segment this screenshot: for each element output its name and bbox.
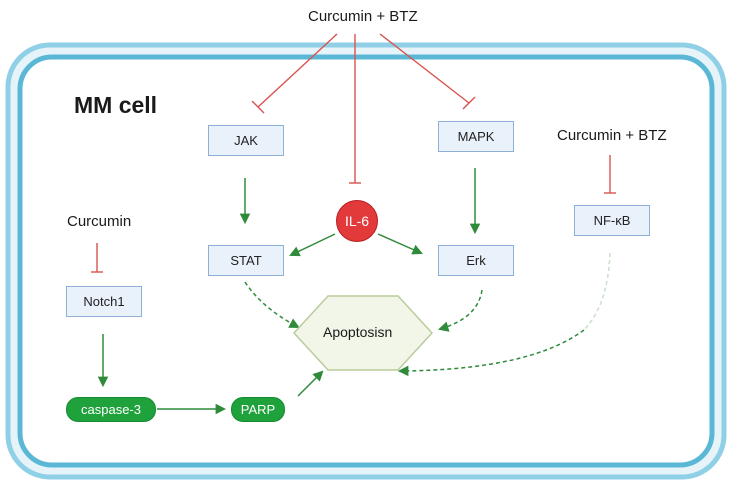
inhibition-to-nfkb xyxy=(604,155,616,194)
node-erk: Erk xyxy=(438,245,514,276)
dashed-arrow-stat-to-apoptosis xyxy=(244,281,300,328)
dashed-line-nfkb-faded xyxy=(583,252,611,331)
cell-membrane-inner xyxy=(17,54,715,468)
node-stat: STAT xyxy=(208,245,284,276)
arrow-il6-to-stat xyxy=(289,233,336,257)
treatment-label-right: Curcumin + BTZ xyxy=(557,127,667,144)
node-mapk: MAPK xyxy=(438,121,514,152)
arrow-parp-to-apoptosis xyxy=(297,370,324,397)
node-il6: IL-6 xyxy=(336,200,378,242)
cell-label: MM cell xyxy=(74,92,158,118)
apoptosis-hexagon xyxy=(292,295,434,371)
node-nfkb: NF-κB xyxy=(574,205,650,236)
inhibition-top-to-jak xyxy=(251,33,338,114)
arrow-il6-to-erk xyxy=(377,233,423,255)
inhibition-top-to-il6 xyxy=(349,34,361,184)
treatment-label-top: Curcumin + BTZ xyxy=(308,8,418,25)
node-jak: JAK xyxy=(208,125,284,156)
node-apoptosis-label: Apoptosisn xyxy=(323,324,393,340)
treatment-label-left: Curcumin xyxy=(67,213,132,230)
dashed-arrow-nfkb-to-apoptosis xyxy=(397,329,585,377)
node-notch1: Notch1 xyxy=(66,286,142,317)
node-caspase3: caspase-3 xyxy=(66,397,156,422)
inhibition-top-to-mapk xyxy=(379,33,476,110)
inhibition-to-notch1 xyxy=(91,243,103,273)
node-parp: PARP xyxy=(231,397,285,422)
